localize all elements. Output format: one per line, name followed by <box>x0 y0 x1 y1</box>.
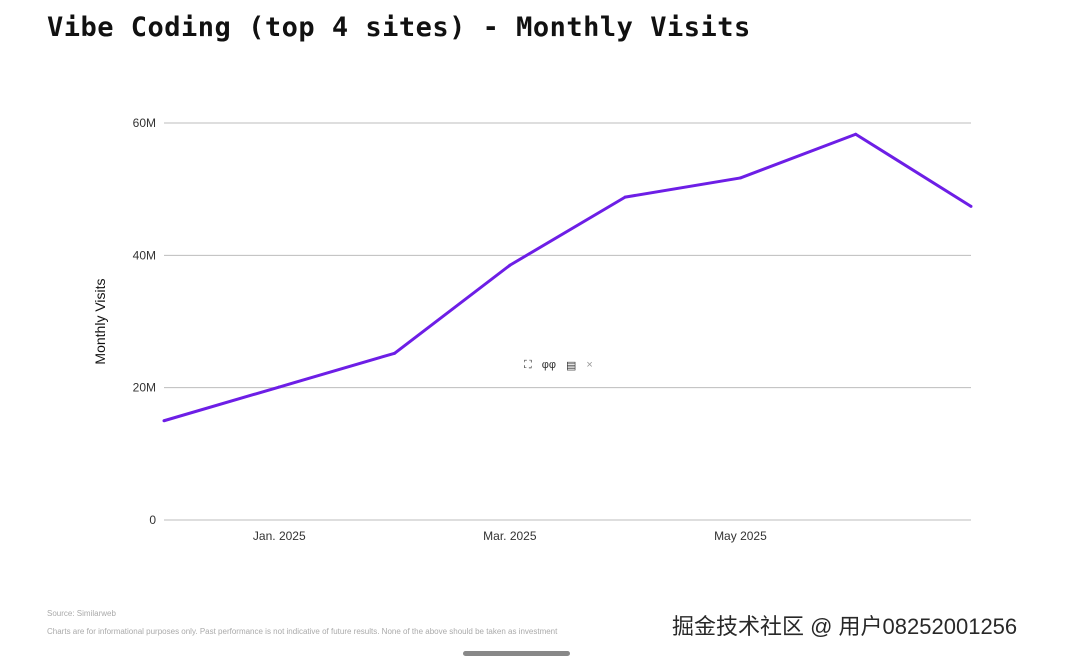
y-tick-label: 60M <box>133 116 156 130</box>
chart-title: Vibe Coding (top 4 sites) - Monthly Visi… <box>47 12 751 43</box>
floating-toolbar: ⛶ φφ ▤ × <box>518 357 599 374</box>
data-point <box>969 204 973 208</box>
disclaimer: Charts are for informational purposes on… <box>47 627 558 636</box>
x-tick-label: Mar. 2025 <box>483 529 537 543</box>
line-chart: 0 20M 40M 60M Jan. 2025 Mar. 2025 May 2025 Mont… <box>92 116 973 543</box>
chart-icon[interactable]: ▤ <box>565 360 577 372</box>
data-point <box>393 351 397 355</box>
data-point <box>854 132 858 136</box>
y-axis-label: Monthly Visits <box>92 278 108 364</box>
data-point <box>162 419 166 423</box>
data-point <box>508 263 512 267</box>
data-point <box>277 385 281 389</box>
data-point <box>738 176 742 180</box>
expand-icon[interactable]: ⛶ <box>524 359 532 371</box>
x-tick-label: May 2025 <box>714 529 767 543</box>
y-tick-label: 0 <box>149 513 156 527</box>
x-tick-label: Jan. 2025 <box>253 529 306 543</box>
watermark: 掘金技术社区 @ 用户08252001256 <box>672 614 1018 639</box>
compare-icon[interactable]: φφ <box>541 359 556 371</box>
close-icon[interactable]: × <box>586 359 593 371</box>
series-line <box>163 132 972 423</box>
y-tick-label: 20M <box>133 381 156 395</box>
scroll-handle[interactable] <box>463 651 570 656</box>
y-tick-label: 40M <box>133 248 156 262</box>
data-point <box>623 195 627 199</box>
source-note: Source: Similarweb <box>47 609 116 618</box>
